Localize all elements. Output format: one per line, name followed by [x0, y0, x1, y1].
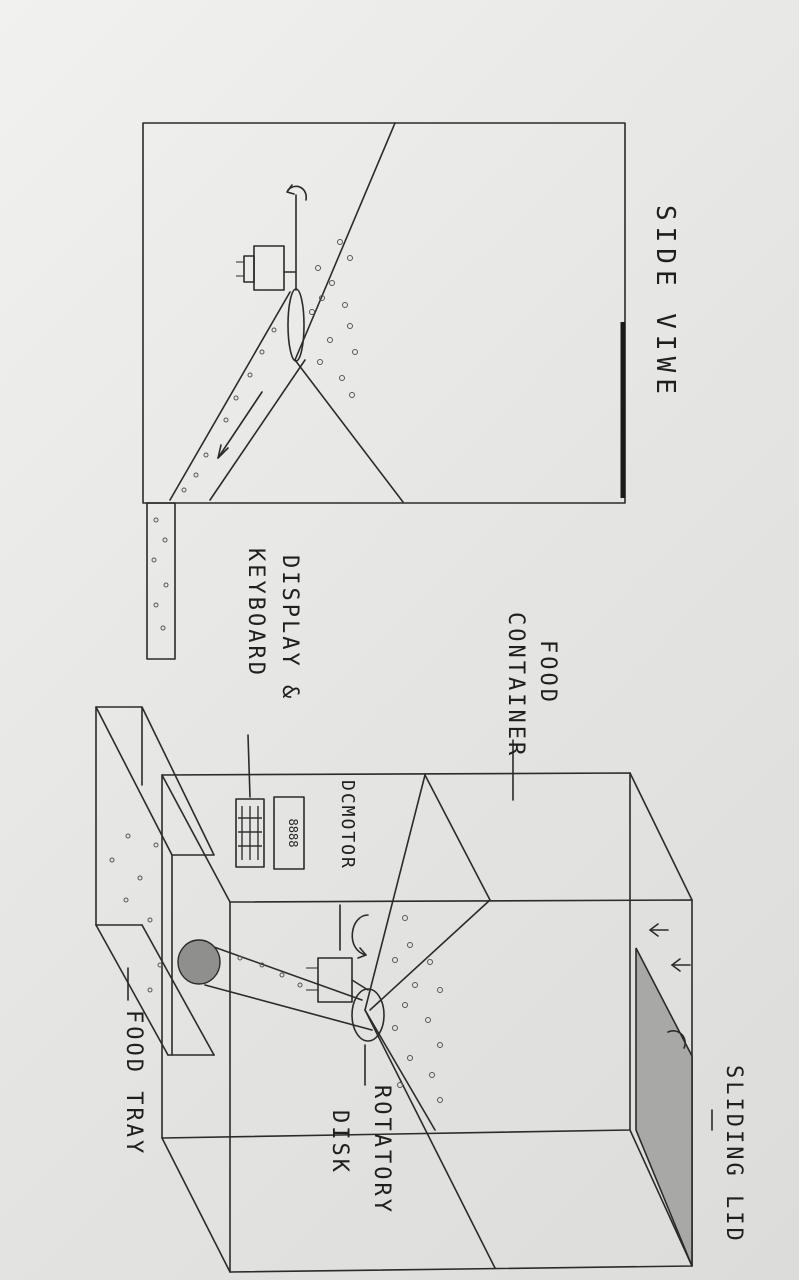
iso-display [273, 796, 305, 870]
side-view-flow-arrow [217, 391, 263, 459]
side-view-chute-edge [169, 291, 291, 501]
iso-display-digits: 8888 [286, 819, 300, 848]
side-view-hopper-wall [294, 122, 396, 361]
display-keyboard-label-line2: KEYBOARD [243, 548, 268, 678]
side-view-rotatory-disk [287, 288, 305, 362]
rotatory-disk-label-line1: ROTATORY [369, 1085, 394, 1215]
iso-front-face [229, 899, 693, 1273]
iso-outlet-hole [177, 939, 221, 985]
iso-chute-edge [199, 941, 363, 1001]
iso-back-face [161, 772, 631, 1139]
rotatory-disk-label-line2: DISK [327, 1110, 352, 1175]
display-leader [247, 734, 251, 798]
side-view-motor [253, 245, 285, 291]
iso-sliding-lid [635, 947, 693, 1267]
sliding-lid-label: SLIDING LID [721, 1065, 746, 1244]
dc-motor-label: DCMOTOR [337, 780, 358, 870]
side-view-title: SIDE VIWE [650, 205, 680, 400]
side-view-drawing [142, 122, 626, 660]
food-container-label-line2: CONTAINER [503, 612, 528, 759]
iso-rotation-arrow [351, 914, 369, 956]
side-view-hopper-wall [294, 359, 404, 503]
side-view-food-tray [146, 502, 176, 660]
iso-rotatory-disk [351, 988, 385, 1042]
iso-chute-edge [204, 984, 373, 1031]
side-view-frame [142, 122, 626, 504]
display-keyboard-label-line1: DISPLAY & [277, 555, 302, 702]
side-view-chute-edge [209, 359, 306, 501]
iso-keyboard-keys [238, 806, 262, 860]
iso-lid-handle [667, 1030, 686, 1049]
iso-hopper-edge [424, 774, 491, 901]
food-container-label-line1: FOOD [535, 640, 560, 705]
iso-keyboard [235, 798, 265, 868]
food-tray-label: FOOD TRAY [121, 1010, 146, 1157]
isometric-view-drawing: 8888 [95, 706, 713, 1273]
iso-tray-top [95, 706, 215, 856]
iso-food-pellets [109, 833, 443, 1103]
side-view-food-pellets [151, 239, 358, 631]
